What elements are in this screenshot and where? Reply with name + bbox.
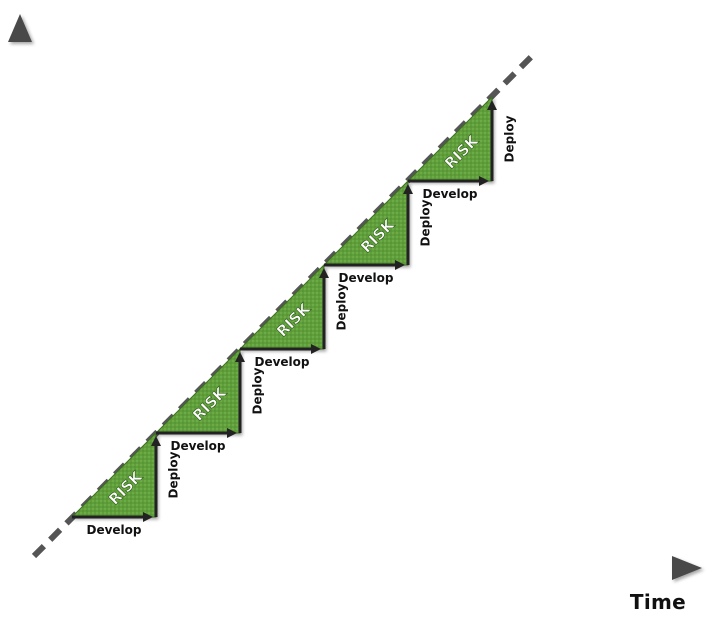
deploy-label: Deploy xyxy=(251,367,265,414)
deploy-label: Deploy xyxy=(167,451,181,498)
develop-label: Develop xyxy=(338,271,393,285)
deploy-label: Deploy xyxy=(419,199,433,246)
axes xyxy=(8,14,702,580)
deploy-label: Deploy xyxy=(335,283,349,330)
y-axis-arrow-icon xyxy=(8,14,32,42)
deploy-label: Deploy xyxy=(503,115,517,162)
develop-label: Develop xyxy=(254,355,309,369)
develop-label: Develop xyxy=(422,187,477,201)
develop-label: Develop xyxy=(170,439,225,453)
x-axis-arrow-icon xyxy=(672,556,702,580)
develop-label: Develop xyxy=(86,523,141,537)
x-axis-label: Time xyxy=(629,590,686,614)
cycles: RISKDevelopDeployRISKDevelopDeployRISKDe… xyxy=(70,95,517,537)
